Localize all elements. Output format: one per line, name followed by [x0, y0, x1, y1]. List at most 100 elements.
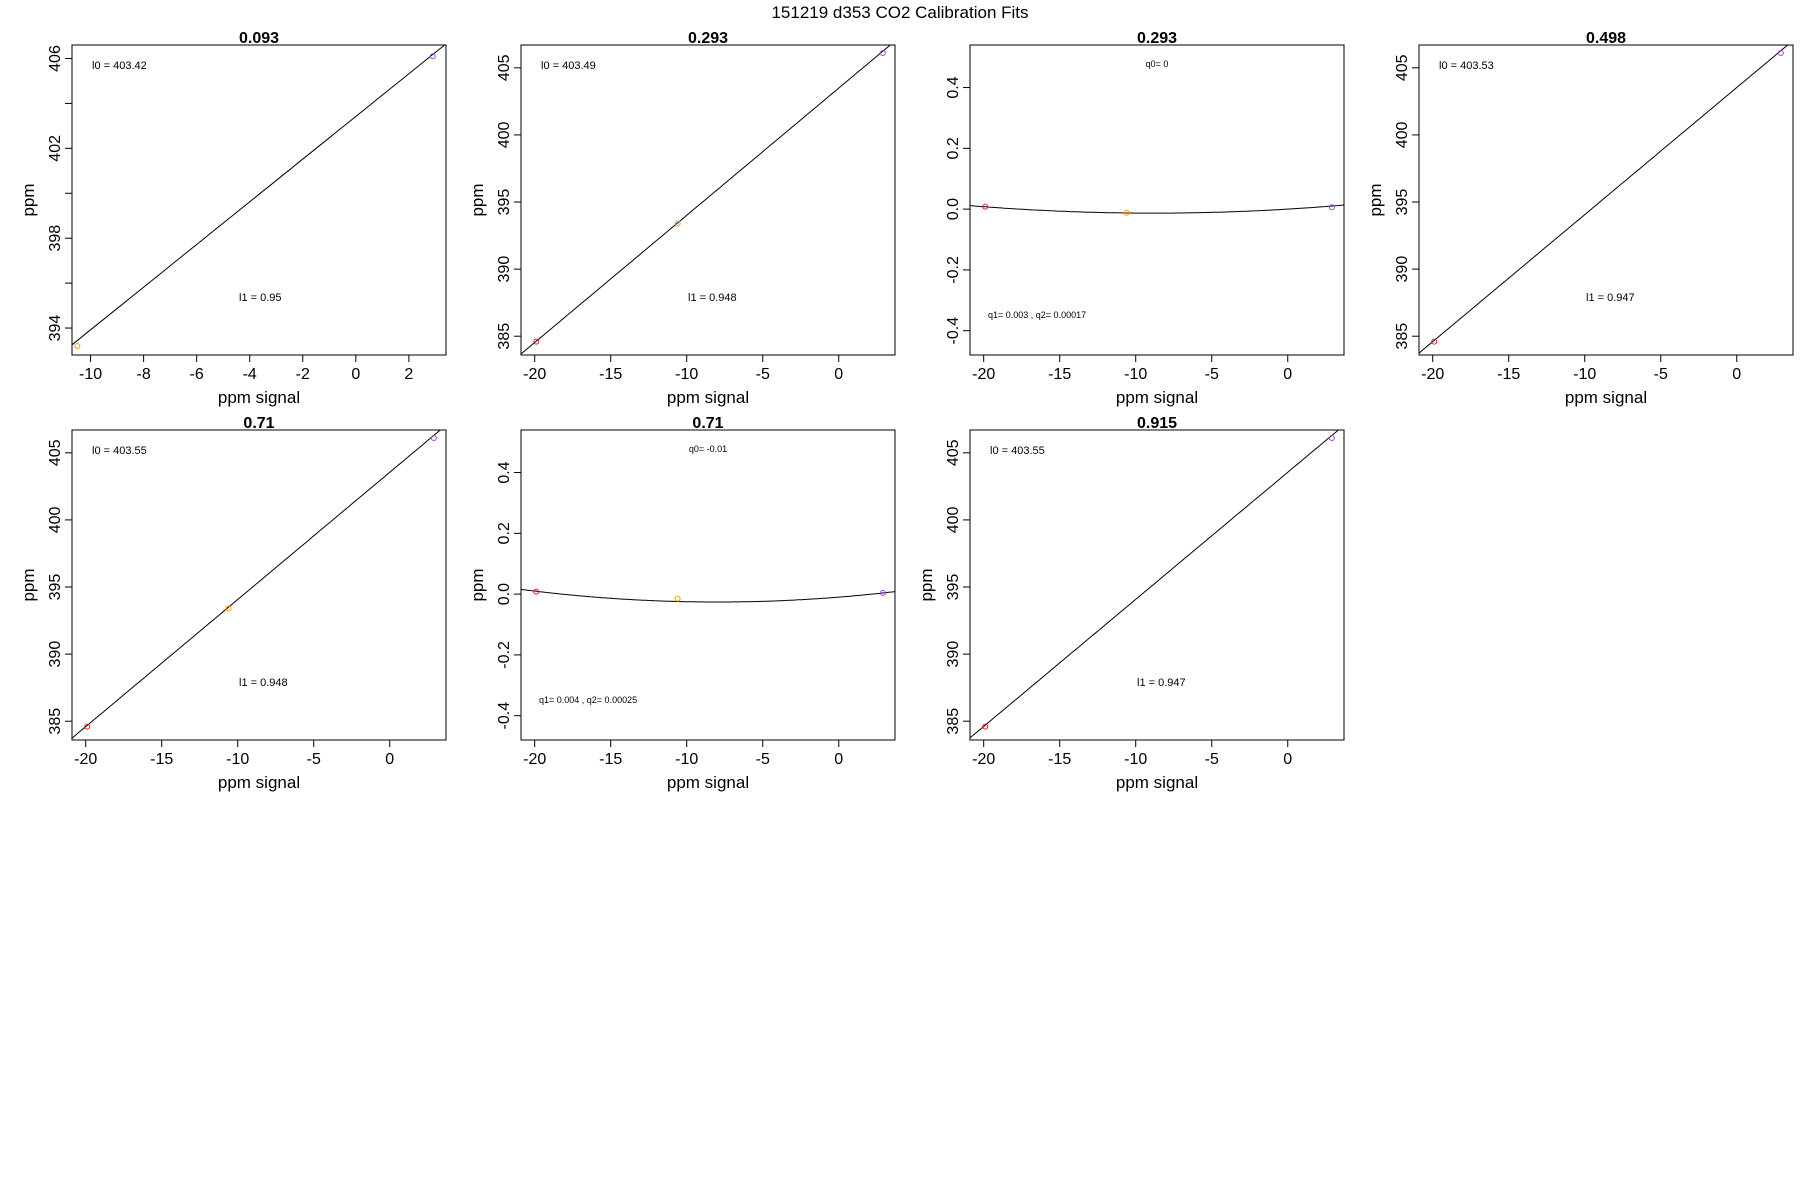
y-tick-label: 405: [496, 54, 513, 81]
x-axis-label: ppm signal: [218, 773, 300, 792]
fit-annotation: l0 = 403.55: [990, 445, 1045, 457]
fit-line: [72, 45, 446, 346]
y-tick-label: 405: [47, 439, 64, 466]
y-tick-label: 395: [945, 574, 962, 601]
plot-frame: [71, 44, 447, 356]
x-tick-label: 0: [351, 366, 360, 383]
data-point: [1123, 209, 1130, 216]
x-axis-label: ppm signal: [1565, 388, 1647, 407]
plot-frame: [1418, 44, 1794, 356]
fit-annotation: l1 = 0.948: [688, 292, 737, 304]
data-point: [1777, 50, 1784, 57]
x-tick-label: -20: [972, 366, 995, 383]
y-tick-label: 395: [47, 574, 64, 601]
data-point: [84, 723, 91, 730]
x-tick-label: -15: [599, 751, 622, 768]
fit-line: [970, 204, 1344, 214]
x-tick-label: 0: [834, 366, 843, 383]
y-axis-label: ppm: [468, 568, 487, 601]
panel-6: -20 -15 -10 -5 0 -0.4 -0.2 0.0 0.2 0.4 0.71 ppm sig…: [468, 415, 896, 792]
x-axis-label: ppm signal: [1116, 773, 1198, 792]
plot-frame: [969, 429, 1345, 741]
panel-3: -20 -15 -10 -5 0 -0.4 -0.2 0.0 0.2 0.4 0.293 ppm si…: [945, 30, 1345, 407]
fit-annotation: l0 = 403.55: [92, 445, 147, 457]
data-point: [674, 595, 681, 602]
x-tick-label: -10: [1124, 751, 1147, 768]
y-tick-label: 390: [945, 641, 962, 668]
y-axis-label: ppm: [468, 183, 487, 216]
x-tick-label: -10: [79, 366, 102, 383]
x-tick-label: -20: [74, 751, 97, 768]
plot-frame: [520, 429, 896, 741]
x-tick-label: 0: [1732, 366, 1741, 383]
y-axis-label: ppm: [917, 568, 936, 601]
x-tick-label: -20: [523, 366, 546, 383]
x-tick-label: -20: [523, 751, 546, 768]
x-tick-label: -5: [1205, 366, 1219, 383]
y-tick-label: -0.2: [945, 256, 962, 284]
data-point: [1328, 435, 1335, 442]
fit-line: [1419, 45, 1789, 354]
panel-title: 0.293: [688, 30, 728, 47]
x-axis-label: ppm signal: [218, 388, 300, 407]
fit-annotation: l1 = 0.947: [1137, 677, 1186, 689]
x-tick-label: -2: [296, 366, 310, 383]
panel-1: -10 -8 -6 -4 -2 0 2 394 398 402 406 0.093 ppm signal…: [19, 30, 447, 407]
y-tick-label: 405: [945, 439, 962, 466]
fit-annotation: q1= 0.004 , q2= 0.00025: [539, 695, 637, 705]
x-tick-label: -6: [190, 366, 204, 383]
x-axis-label: ppm signal: [667, 388, 749, 407]
y-tick-label: -0.4: [945, 317, 962, 345]
x-tick-label: -5: [756, 751, 770, 768]
y-tick-label: 0.4: [496, 461, 513, 483]
y-tick-label: 405: [1394, 54, 1411, 81]
fit-annotation: l1 = 0.948: [239, 677, 288, 689]
fit-annotation: l1 = 0.95: [239, 292, 282, 304]
x-tick-label: 0: [1283, 366, 1292, 383]
x-tick-label: -8: [136, 366, 150, 383]
figure-title: 151219 d353 CO2 Calibration Fits: [771, 3, 1028, 22]
y-tick-label: 390: [496, 256, 513, 283]
data-point: [429, 53, 436, 60]
panel-title: 0.093: [239, 30, 279, 47]
data-point: [1328, 204, 1335, 211]
data-point: [879, 589, 886, 596]
fit-annotation: l1 = 0.947: [1586, 292, 1635, 304]
y-tick-label: 394: [47, 315, 64, 342]
x-tick-label: -15: [150, 751, 173, 768]
x-tick-label: -20: [1421, 366, 1444, 383]
y-tick-label: 400: [1394, 121, 1411, 148]
plot-frame: [969, 44, 1345, 356]
y-tick-label: -0.4: [496, 702, 513, 730]
fit-annotation: q0= -0.01: [689, 444, 727, 454]
fit-annotation: l0 = 403.49: [541, 60, 596, 72]
y-tick-label: 390: [47, 641, 64, 668]
x-tick-label: -10: [1124, 366, 1147, 383]
fit-annotation: l0 = 403.42: [92, 60, 147, 72]
y-tick-label: 402: [47, 135, 64, 162]
y-tick-label: 385: [945, 708, 962, 735]
x-tick-label: -10: [1573, 366, 1596, 383]
y-tick-label: 390: [1394, 256, 1411, 283]
fit-annotation: l0 = 403.53: [1439, 60, 1494, 72]
x-tick-label: -5: [307, 751, 321, 768]
panel-title: 0.71: [692, 415, 723, 432]
plot-frame: [520, 44, 896, 356]
x-tick-label: 0: [1283, 751, 1292, 768]
fit-line: [521, 45, 892, 355]
y-tick-label: 400: [945, 506, 962, 533]
data-point: [533, 338, 540, 345]
y-axis-label: ppm: [19, 183, 38, 216]
y-tick-label: 0.0: [945, 198, 962, 220]
x-axis-label: ppm signal: [667, 773, 749, 792]
y-tick-label: -0.2: [496, 641, 513, 669]
x-tick-label: -20: [972, 751, 995, 768]
x-tick-label: -4: [243, 366, 257, 383]
y-tick-label: 0.2: [945, 137, 962, 159]
x-tick-label: -5: [1654, 366, 1668, 383]
y-tick-label: 0.2: [496, 522, 513, 544]
y-axis-label: ppm: [1366, 183, 1385, 216]
panel-7: -20 -15 -10 -5 0 385 390 395 400 405 0.915 ppm sign…: [917, 415, 1345, 792]
data-point: [879, 50, 886, 57]
panel-5: -20 -15 -10 -5 0 385 390 395 400 405 0.71 ppm signa…: [19, 415, 447, 792]
